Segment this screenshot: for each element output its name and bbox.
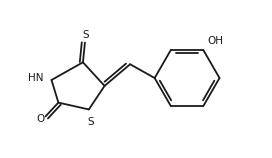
Text: O: O	[36, 114, 45, 124]
Text: S: S	[88, 117, 94, 127]
Text: S: S	[83, 30, 89, 40]
Text: HN: HN	[28, 73, 44, 83]
Text: OH: OH	[207, 36, 223, 46]
